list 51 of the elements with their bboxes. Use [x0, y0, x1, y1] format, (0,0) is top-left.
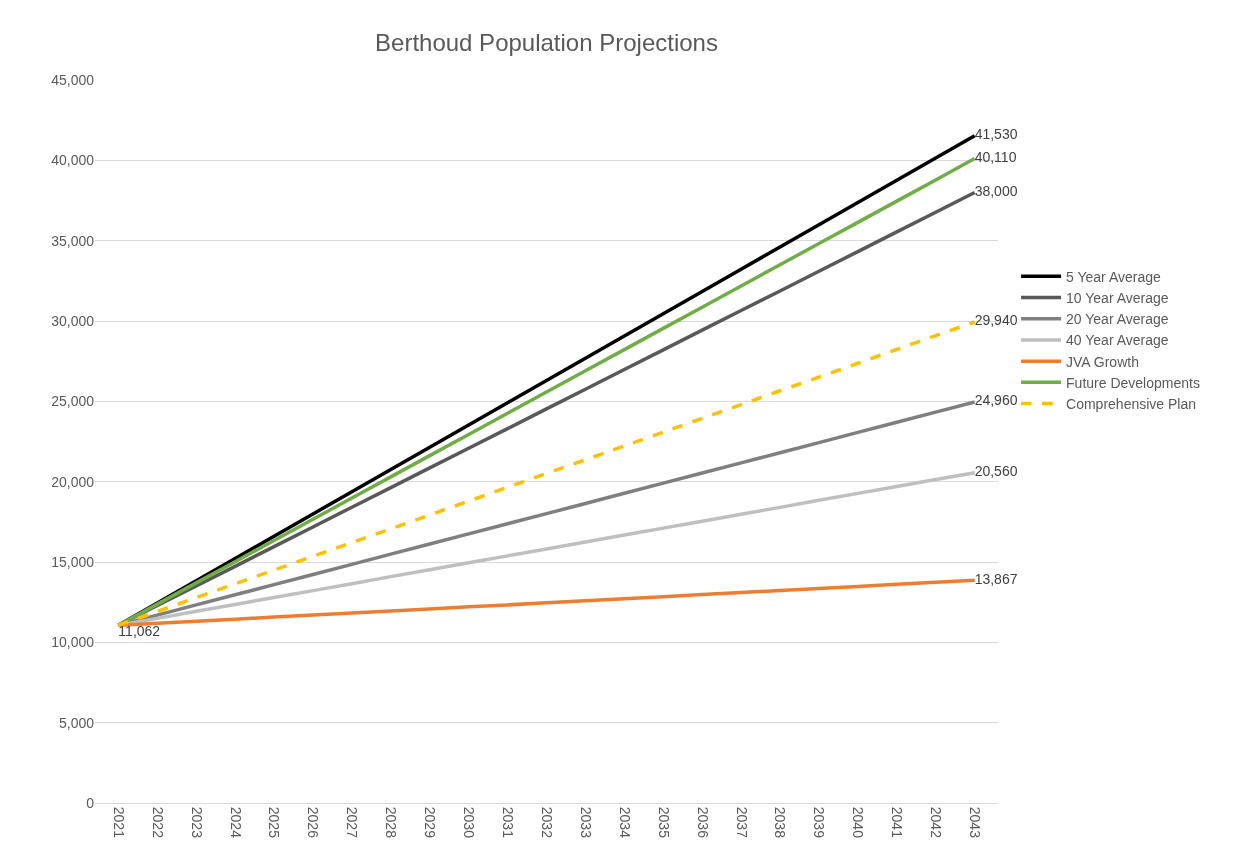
legend-label: 20 Year Average	[1066, 311, 1169, 328]
x-tick-label: 2032	[538, 806, 555, 839]
legend-label: Future Developments	[1066, 374, 1200, 391]
x-tick-label: 2036	[694, 806, 711, 839]
data-label: 13,867	[974, 570, 1018, 587]
data-label: 29,940	[974, 312, 1018, 329]
x-tick-label: 2023	[188, 806, 205, 839]
x-tick-label: 2035	[655, 806, 672, 839]
data-label: 38,000	[974, 182, 1018, 199]
x-tick-label: 2024	[227, 806, 244, 839]
y-tick-label: 25,000	[51, 393, 95, 410]
y-tick-label: 15,000	[51, 553, 95, 570]
x-tick-label: 2040	[850, 806, 867, 839]
chart-title: Berthoud Population Projections	[375, 29, 718, 57]
x-tick-label: 2027	[344, 806, 361, 839]
y-tick-label: 0	[86, 794, 95, 811]
legend-label: 40 Year Average	[1066, 332, 1169, 349]
data-label: 20,560	[974, 463, 1018, 480]
y-tick-label: 45,000	[51, 71, 95, 88]
data-label: 11,062	[118, 622, 161, 639]
y-tick-label: 40,000	[51, 152, 95, 169]
y-tick-label: 35,000	[51, 232, 95, 249]
x-tick-label: 2025	[266, 806, 283, 839]
data-label: 41,530	[974, 126, 1018, 143]
x-tick-label: 2021	[110, 806, 127, 839]
line-series	[116, 320, 977, 628]
line-series	[116, 578, 977, 628]
x-tick-label: 2031	[500, 806, 517, 839]
x-tick-label: 2022	[149, 806, 166, 839]
y-tick-label: 20,000	[51, 473, 95, 490]
x-tick-label: 2028	[383, 806, 400, 839]
x-tick-label: 2038	[772, 806, 789, 839]
x-tick-label: 2033	[577, 806, 594, 839]
x-tick-label: 2041	[889, 806, 906, 839]
x-tick-label: 2042	[928, 806, 945, 839]
legend-label: Comprehensive Plan	[1066, 396, 1197, 413]
x-tick-label: 2043	[967, 806, 984, 839]
x-tick-label: 2039	[811, 806, 828, 839]
x-tick-label: 2026	[305, 806, 322, 839]
x-tick-label: 2034	[616, 806, 633, 839]
y-tick-label: 30,000	[51, 312, 95, 329]
data-label: 40,110	[974, 149, 1017, 166]
x-tick-label: 2030	[461, 806, 478, 839]
y-tick-label: 10,000	[51, 634, 95, 651]
legend-label: JVA Growth	[1066, 353, 1139, 370]
x-tick-label: 2029	[422, 806, 439, 839]
y-tick-label: 5,000	[58, 714, 95, 731]
legend-label: 10 Year Average	[1066, 290, 1169, 307]
legend-label: 5 Year Average	[1066, 268, 1161, 285]
x-tick-label: 2037	[733, 806, 750, 839]
data-label: 24,960	[974, 392, 1018, 409]
